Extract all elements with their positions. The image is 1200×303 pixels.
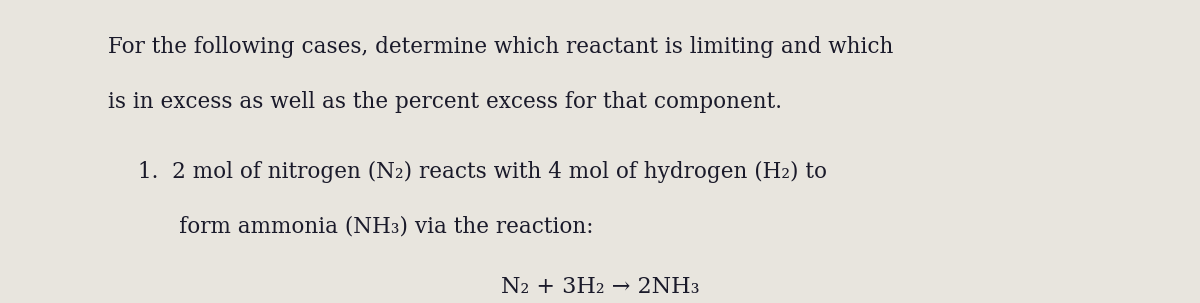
Text: N₂ + 3H₂ → 2NH₃: N₂ + 3H₂ → 2NH₃ (500, 276, 700, 298)
Text: For the following cases, determine which reactant is limiting and which: For the following cases, determine which… (108, 36, 893, 58)
Text: form ammonia (NH₃) via the reaction:: form ammonia (NH₃) via the reaction: (138, 215, 594, 237)
Text: 1.  2 mol of nitrogen (N₂) reacts with 4 mol of hydrogen (H₂) to: 1. 2 mol of nitrogen (N₂) reacts with 4 … (138, 161, 827, 183)
Text: is in excess as well as the percent excess for that component.: is in excess as well as the percent exce… (108, 91, 782, 113)
